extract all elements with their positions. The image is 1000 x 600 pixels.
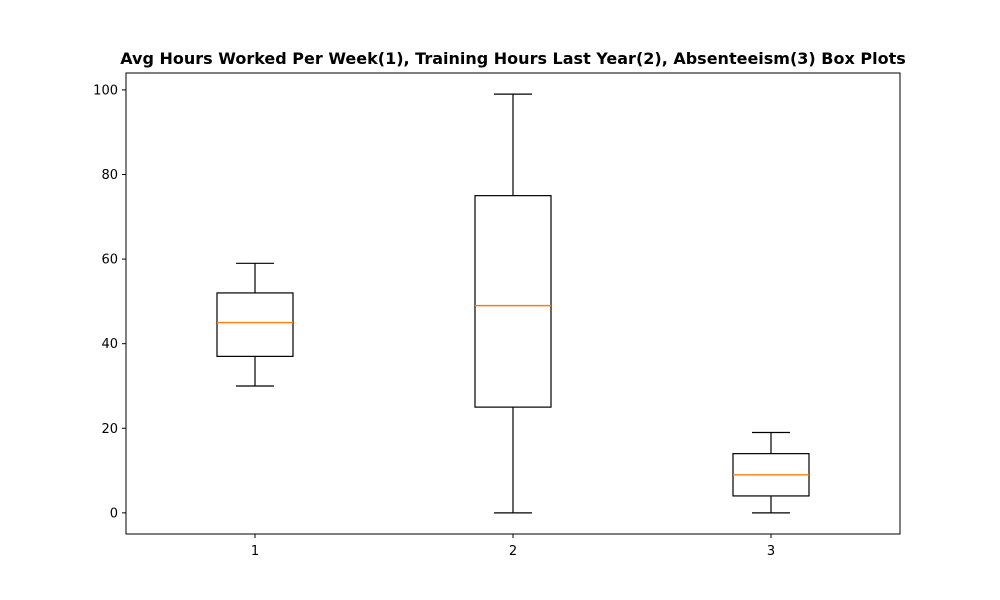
y-tick-label-60: 60 bbox=[101, 253, 118, 268]
y-tick-label-80: 80 bbox=[101, 168, 118, 183]
chart-title: Avg Hours Worked Per Week(1), Training H… bbox=[120, 49, 906, 68]
x-tick-label-3: 3 bbox=[767, 544, 775, 559]
box-2-iqr-box bbox=[474, 195, 552, 408]
y-tick-label-40: 40 bbox=[101, 337, 118, 352]
x-tick-label-2: 2 bbox=[509, 544, 517, 559]
y-tick-label-20: 20 bbox=[101, 422, 118, 437]
plot-area: 1 2 3 0 20 40 60 80 100 bbox=[93, 83, 810, 559]
axes-frame bbox=[125, 72, 901, 535]
y-tick-label-100: 100 bbox=[93, 83, 118, 98]
box-1-iqr-box bbox=[216, 292, 294, 357]
y-tick-label-0: 0 bbox=[110, 506, 118, 521]
x-tick-label-1: 1 bbox=[251, 544, 259, 559]
